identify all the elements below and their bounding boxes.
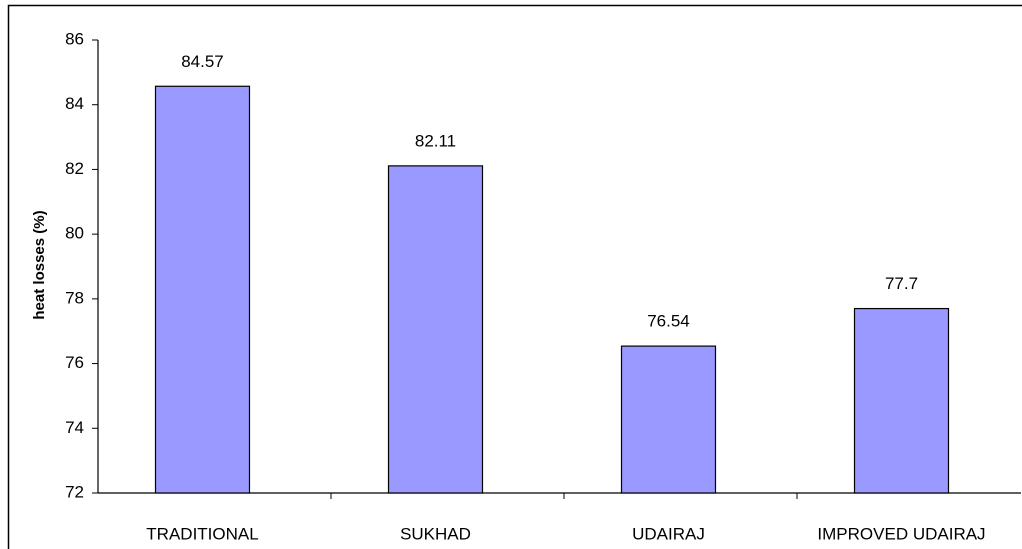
y-tick-label: 86: [65, 29, 84, 48]
y-axis-label: heat losses (%): [31, 210, 48, 319]
x-tick-label: IMPROVED UDAIRAJ: [817, 524, 985, 543]
bar: [853, 307, 950, 494]
bar: [620, 345, 717, 494]
y-tick-label: 80: [65, 224, 84, 243]
bar: [154, 85, 251, 494]
data-label: 77.7: [885, 274, 918, 293]
y-tick-label: 84: [65, 94, 84, 113]
data-label: 76.54: [647, 312, 690, 331]
x-tick-label: UDAIRAJ: [632, 524, 705, 543]
data-label: 82.11: [415, 131, 456, 150]
y-tick-label: 76: [65, 353, 84, 372]
x-tick-label: SUKHAD: [400, 524, 471, 543]
bar: [387, 165, 484, 494]
y-tick-label: 78: [65, 288, 84, 307]
y-tick-label: 74: [65, 418, 84, 437]
data-label: 84.57: [181, 52, 224, 71]
x-tick-label: TRADITIONAL: [146, 524, 258, 543]
y-tick-label: 72: [65, 482, 84, 501]
y-tick-label: 82: [65, 159, 84, 178]
